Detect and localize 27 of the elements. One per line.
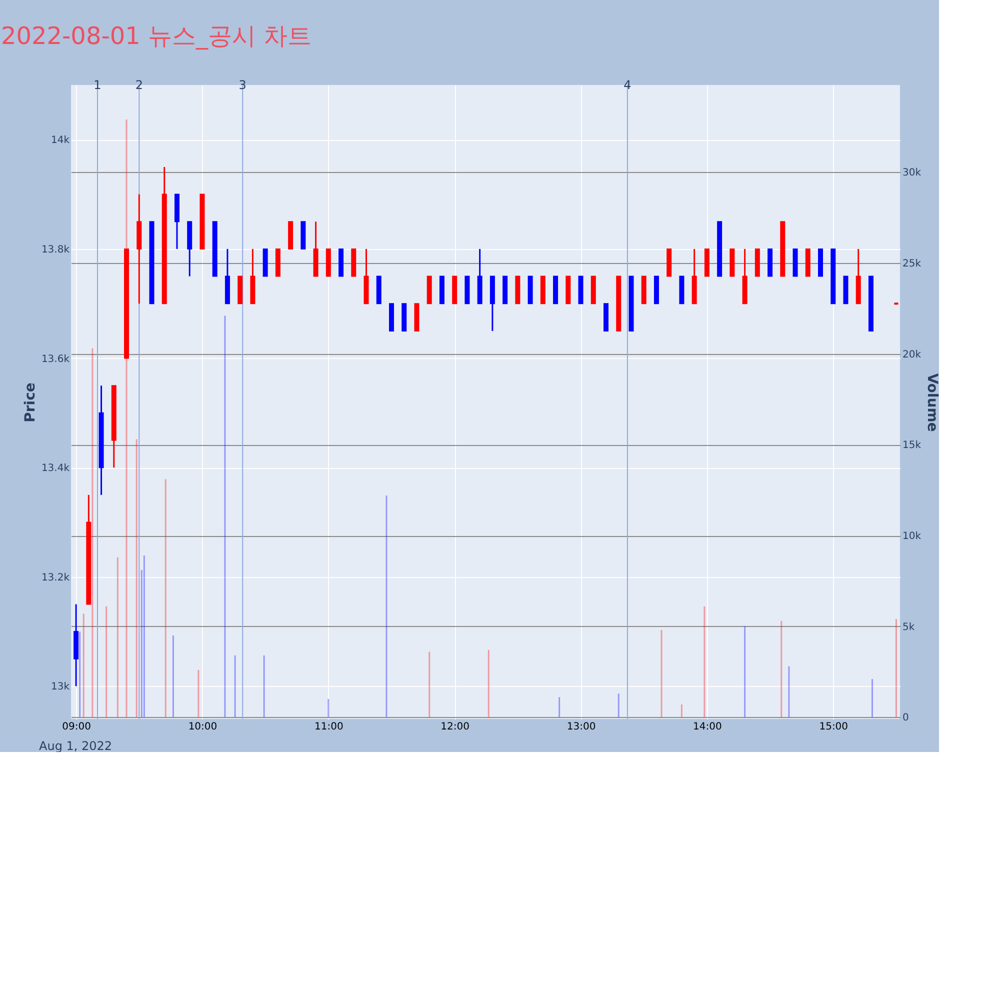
- y2-axis-title: Volume: [924, 373, 940, 432]
- y-tick-label: 13k: [50, 682, 70, 693]
- annotation: 1: [94, 78, 102, 92]
- x-tick-label: 10:00: [188, 722, 218, 732]
- y-axis-title: Price: [22, 382, 38, 422]
- x-tick-label: 13:00: [566, 722, 596, 732]
- y-tick-label: 13.6k: [41, 354, 70, 365]
- annotation: 4: [624, 78, 632, 92]
- y-tick-label: 14k: [50, 135, 70, 146]
- x-tick-label: 15:00: [819, 722, 848, 732]
- x-tick-label: 12:00: [440, 722, 470, 732]
- y-tick-label: 13.2k: [41, 572, 70, 584]
- x-tick-label: 14:00: [693, 722, 722, 732]
- x-tick-label: 11:00: [314, 722, 344, 732]
- x-tick-label: 09:00: [62, 722, 91, 732]
- y-tick-label: 13.8k: [41, 244, 70, 256]
- y2-tick-label: 30k: [902, 168, 922, 179]
- y-tick-label: 13.4k: [41, 463, 70, 474]
- y2-tick-label: 25k: [902, 258, 922, 270]
- y2-tick-label: 0: [902, 712, 909, 724]
- y2-tick-label: 15k: [902, 440, 922, 452]
- annotation: 3: [238, 78, 246, 92]
- annotation: 2: [135, 78, 143, 92]
- chart-title: 2022-08-01 뉴스_공시 차트: [0, 22, 312, 50]
- y2-tick-label: 10k: [902, 531, 922, 542]
- y2-tick-label: 20k: [902, 349, 922, 360]
- y2-tick-label: 5k: [902, 622, 915, 633]
